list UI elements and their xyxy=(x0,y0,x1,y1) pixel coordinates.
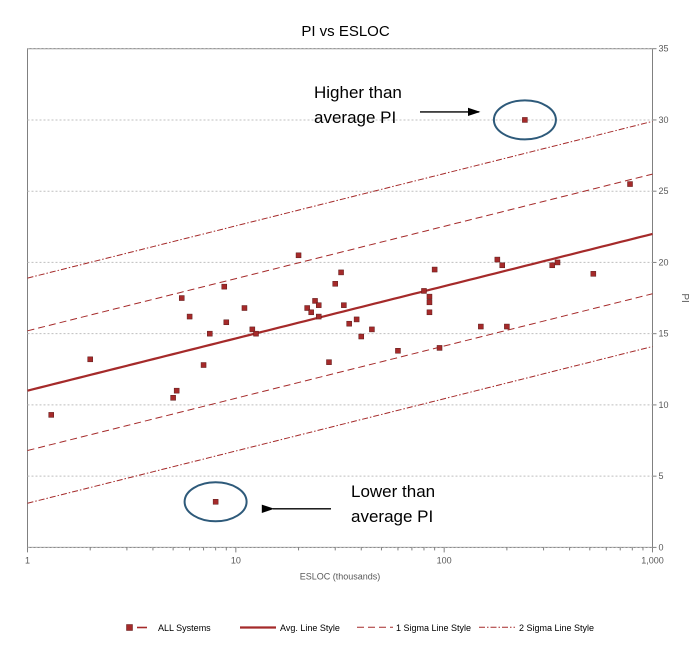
svg-text:5: 5 xyxy=(659,471,664,481)
svg-text:25: 25 xyxy=(659,186,669,196)
svg-text:Lower than: Lower than xyxy=(351,482,435,501)
svg-text:20: 20 xyxy=(659,257,669,267)
svg-text:Avg. Line Style: Avg. Line Style xyxy=(280,623,340,633)
svg-text:average PI: average PI xyxy=(314,108,396,127)
svg-text:10: 10 xyxy=(231,555,241,565)
svg-text:30: 30 xyxy=(659,115,669,125)
svg-text:1 Sigma Line Style: 1 Sigma Line Style xyxy=(396,623,471,633)
svg-text:1,000: 1,000 xyxy=(641,555,664,565)
svg-text:ESLOC (thousands): ESLOC (thousands) xyxy=(300,571,381,581)
svg-text:10: 10 xyxy=(659,400,669,410)
svg-text:average PI: average PI xyxy=(351,507,433,526)
svg-text:35: 35 xyxy=(659,44,669,54)
svg-text:2 Sigma Line Style: 2 Sigma Line Style xyxy=(519,623,594,633)
svg-text:ALL Systems: ALL Systems xyxy=(158,623,211,633)
svg-text:1: 1 xyxy=(25,555,30,565)
svg-text:0: 0 xyxy=(659,542,664,552)
svg-text:100: 100 xyxy=(437,555,452,565)
svg-text:Higher than: Higher than xyxy=(314,83,402,102)
svg-text:PI: PI xyxy=(679,293,690,302)
svg-text:15: 15 xyxy=(659,329,669,339)
